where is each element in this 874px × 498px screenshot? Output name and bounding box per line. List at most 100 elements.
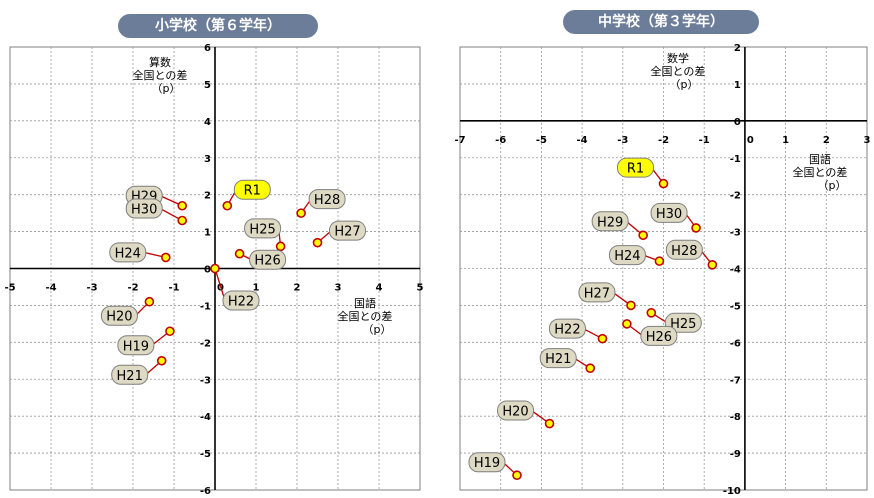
x-axis-label: （p） (818, 179, 847, 192)
point-label: H29 (597, 215, 623, 230)
x-tick-label: 3 (864, 135, 871, 146)
x-tick-label: 4 (376, 283, 383, 294)
y-axis-label: 全国との差 (133, 68, 188, 82)
point-label: H26 (254, 254, 280, 269)
y-tick-label: -2 (730, 191, 741, 202)
data-point (691, 223, 701, 233)
x-tick-label: 1 (253, 283, 260, 294)
y-tick-label: -4 (200, 412, 211, 423)
point-label: H22 (228, 295, 254, 310)
point-label: H22 (554, 323, 580, 338)
point-label-box (111, 364, 149, 385)
point-label-box (640, 325, 678, 346)
y-tick-label: 6 (204, 43, 211, 54)
y-tick-label: -3 (730, 228, 741, 239)
x-axis-label: （p） (363, 323, 392, 336)
point-label: H21 (545, 352, 571, 367)
point-label-box (222, 290, 260, 311)
x-tick-label: 5 (417, 283, 424, 294)
x-tick-label: 2 (294, 283, 301, 294)
x-axis-label: 全国との差 (793, 165, 848, 179)
point-label-box (117, 335, 155, 356)
y-tick-label: 1 (204, 228, 211, 239)
data-point (544, 418, 555, 429)
point-label-box (539, 348, 577, 369)
point-label-box (650, 202, 688, 223)
data-point (177, 215, 187, 226)
x-tick-label: -1 (699, 135, 710, 146)
x-axis-label: 国語 (354, 296, 376, 310)
y-tick-label: -8 (730, 412, 741, 423)
x-tick-label: -4 (577, 135, 588, 146)
leader-line (214, 268, 226, 301)
y-tick-label: -6 (200, 486, 211, 497)
data-point (312, 237, 323, 248)
data-point (626, 300, 636, 311)
y-tick-label: 2 (204, 191, 211, 202)
point-label: H19 (123, 339, 149, 354)
point-label-box (308, 189, 346, 210)
y-axis-label: 数学 (667, 51, 689, 65)
x-tick-label: -3 (617, 135, 628, 146)
point-label: H25 (670, 317, 696, 332)
point-label: H28 (671, 244, 697, 259)
point-label: H20 (106, 310, 132, 325)
y-tick-label: -7 (730, 375, 741, 386)
data-point (177, 200, 187, 211)
x-tick-label: -2 (658, 135, 669, 146)
x-tick-label: -1 (168, 283, 179, 294)
point-label: H21 (117, 369, 143, 384)
point-label: H30 (656, 207, 682, 222)
y-tick-label: -9 (730, 449, 741, 460)
y-axis-label: 全国との差 (651, 64, 706, 78)
data-point (646, 307, 657, 318)
y-tick-label: -4 (730, 265, 741, 276)
y-tick-label: -10 (723, 486, 741, 497)
point-label: H20 (502, 405, 528, 420)
x-tick-label: 2 (823, 135, 830, 146)
point-label-box (591, 211, 629, 232)
data-point (275, 241, 286, 252)
point-label: H26 (646, 330, 672, 345)
x-tick-label: 3 (335, 283, 342, 294)
data-point (597, 333, 608, 344)
x-tick-label: -5 (4, 283, 15, 294)
point-label-box (617, 157, 654, 178)
point-label-box (249, 249, 287, 270)
data-point (234, 248, 245, 259)
point-label: H27 (584, 286, 610, 301)
point-label: H25 (249, 222, 275, 237)
point-label-box (125, 198, 163, 219)
y-tick-label: -1 (730, 154, 741, 165)
y-tick-label: 1 (734, 80, 741, 91)
point-label: H19 (474, 456, 500, 471)
data-point (585, 363, 596, 373)
point-label: H24 (115, 246, 141, 261)
point-label: H27 (334, 225, 360, 240)
y-tick-label: -5 (200, 449, 211, 460)
point-label-box (664, 312, 702, 333)
x-axis-label: 全国との差 (338, 309, 393, 323)
chart-title-elementary: 小学校（第６学年） (118, 14, 318, 38)
point-label-box (244, 218, 282, 239)
y-tick-label: -3 (200, 375, 211, 386)
y-tick-label: 2 (734, 43, 741, 54)
chart-junior-high: -7 -6 -5 -4 -3 -2 -1 1 2 3-10-9-8-7-6-5-4-3-2-101… (454, 43, 870, 497)
x-tick-label: -5 (536, 135, 547, 146)
data-point (512, 470, 522, 481)
x-tick-label: -2 (127, 283, 138, 294)
x-zero-tick-label: 0 (747, 135, 754, 146)
point-label-box (497, 400, 535, 421)
y-axis-label: （p） (152, 82, 181, 95)
point-label-box (608, 245, 646, 266)
data-point (707, 260, 718, 270)
y-axis-label: （p） (670, 78, 699, 91)
point-label: H24 (614, 249, 640, 264)
y-tick-label: 5 (204, 80, 211, 91)
y-tick-label: -5 (730, 301, 741, 312)
point-label-box (233, 179, 271, 200)
origin-tick-label: 0 (204, 265, 211, 276)
data-point (144, 296, 155, 307)
point-label: H28 (314, 193, 340, 208)
